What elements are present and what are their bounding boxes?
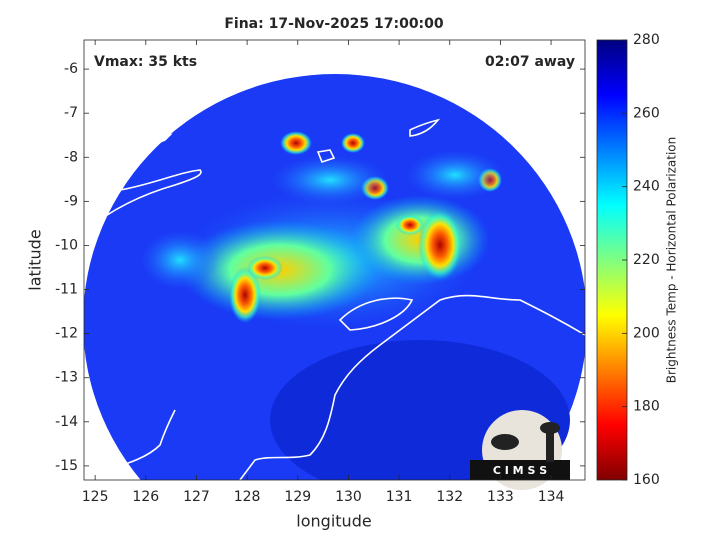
- logo-text: C I M S S: [493, 464, 547, 477]
- y-tick-label: -14: [55, 414, 78, 430]
- colorbar-tick-label: 280: [633, 32, 660, 48]
- axes-box: [83, 39, 586, 481]
- x-tick-label: 134: [538, 489, 565, 505]
- vmax-label: Vmax: 35 kts: [94, 54, 197, 70]
- swath-image: [84, 60, 585, 480]
- x-tick-label: 127: [183, 489, 210, 505]
- colorbar-tick-label: 160: [633, 472, 660, 488]
- x-tick-label: 133: [487, 489, 514, 505]
- y-axis-label: latitude: [26, 229, 45, 290]
- y-tick-label: -6: [64, 61, 78, 77]
- y-tick-label: -8: [64, 149, 78, 165]
- x-tick-label: 130: [335, 489, 362, 505]
- colorbar-tick-label: 200: [633, 325, 660, 341]
- cimss-logo: C I M S S: [470, 410, 570, 490]
- colorbar-tick-label: 220: [633, 252, 660, 268]
- y-tick-label: -10: [55, 237, 78, 253]
- x-tick-label: 129: [284, 489, 311, 505]
- colorbar-tick-label: 180: [633, 399, 660, 415]
- x-tick-label: 131: [386, 489, 413, 505]
- colorbar-tick-label: 260: [633, 105, 660, 121]
- x-tick-label: 125: [82, 489, 109, 505]
- x-tick-label: 126: [132, 489, 159, 505]
- time-away-label: 02:07 away: [485, 54, 575, 70]
- colorbar-label: Brightness Temp - Horizontal Polarizatio…: [665, 137, 679, 384]
- y-tick-label: -12: [55, 326, 78, 342]
- x-tick-label: 128: [234, 489, 261, 505]
- chart-title: Fina: 17-Nov-2025 17:00:00: [224, 16, 444, 32]
- x-axis-label: longitude: [296, 512, 371, 531]
- x-tick-label: 132: [436, 489, 463, 505]
- y-tick-label: -15: [55, 458, 78, 474]
- y-tick-label: -7: [64, 105, 78, 121]
- y-tick-label: -13: [55, 370, 78, 386]
- y-tick-label: -9: [64, 193, 78, 209]
- y-tick-label: -11: [55, 282, 78, 298]
- colorbar-tick-label: 240: [633, 179, 660, 195]
